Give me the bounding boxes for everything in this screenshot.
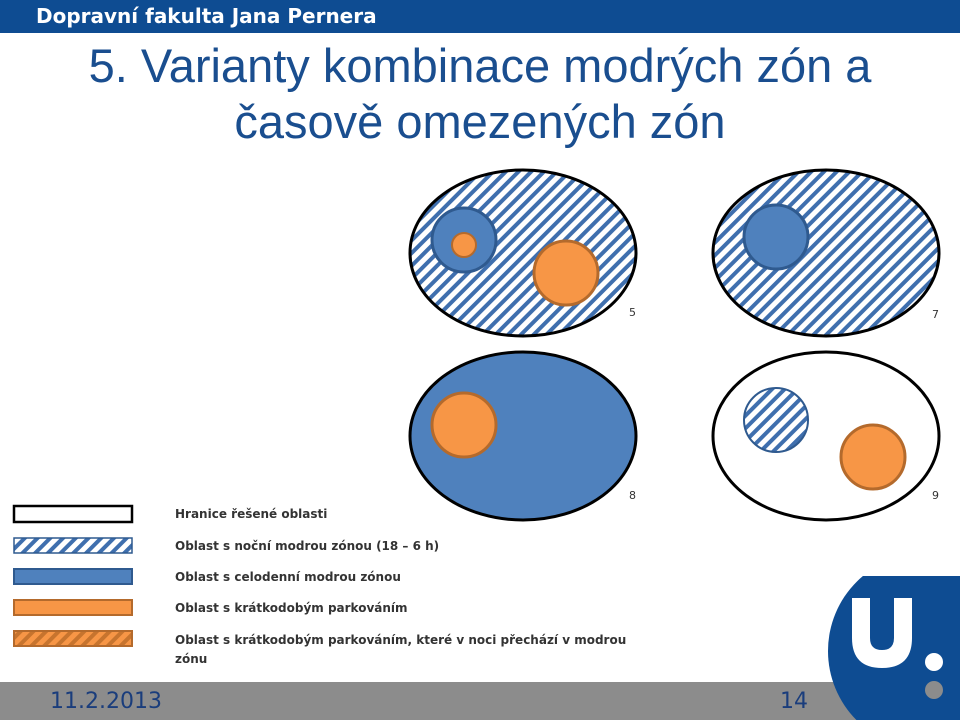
university-logo [828, 576, 960, 720]
legend-swatch-short-term-night-blue [13, 630, 133, 647]
logo-u-letter [852, 598, 912, 668]
variant-5-inner-short-term [451, 232, 477, 258]
footer-date: 11.2.2013 [50, 689, 162, 714]
legend-label-boundary: Hranice řešené oblasti [175, 507, 328, 521]
legend-label-short-term: Oblast s krátkodobým parkováním [175, 601, 408, 615]
legend-label-short-term-night-blue: Oblast s krátkodobým parkováním, které v… [175, 633, 627, 647]
variant-8-short-term-zone [430, 391, 498, 459]
legend-swatch-all-day-blue [13, 568, 133, 585]
legend-label-night-blue: Oblast s noční modrou zónou (18 – 6 h) [175, 539, 440, 553]
variant-7: 7 [711, 168, 941, 338]
variant-9-night-blue-zone [743, 387, 809, 453]
logo-dot-grey [925, 681, 943, 699]
variant-8: 8 [408, 350, 638, 522]
variant-9-number: 9 [932, 489, 939, 502]
legend-label-all-day-blue: Oblast s celodenní modrou zónou [175, 570, 401, 584]
legend-swatch-night-blue [13, 537, 133, 554]
variant-9-short-term-zone [839, 423, 907, 491]
page-number: 14 [780, 689, 808, 714]
variant-9: 9 [711, 350, 941, 522]
variant-8-number: 8 [629, 489, 636, 502]
slide-title: 5. Varianty kombinace modrých zón a časo… [0, 38, 960, 150]
header-bar: Dopravní fakulta Jana Pernera [0, 0, 960, 33]
footer-bar [0, 682, 960, 720]
legend-label-short-term-night-blue-cont: zónu [175, 652, 208, 666]
variant-7-blue-zone [742, 203, 810, 271]
variant-5: 5 [408, 168, 638, 338]
variant-7-number: 7 [932, 308, 939, 321]
legend-swatch-boundary [12, 504, 134, 524]
institution-name: Dopravní fakulta Jana Pernera [36, 4, 377, 28]
variant-9-boundary [711, 350, 941, 522]
variant-5-short-term-zone [532, 239, 600, 307]
slide-title-line-2: časově omezených zón [234, 95, 726, 148]
legend-swatch-short-term [13, 599, 133, 616]
variant-5-number: 5 [629, 306, 636, 319]
slide-title-line-1: 5. Varianty kombinace modrých zón a [88, 39, 872, 92]
logo-dot-white [925, 653, 943, 671]
